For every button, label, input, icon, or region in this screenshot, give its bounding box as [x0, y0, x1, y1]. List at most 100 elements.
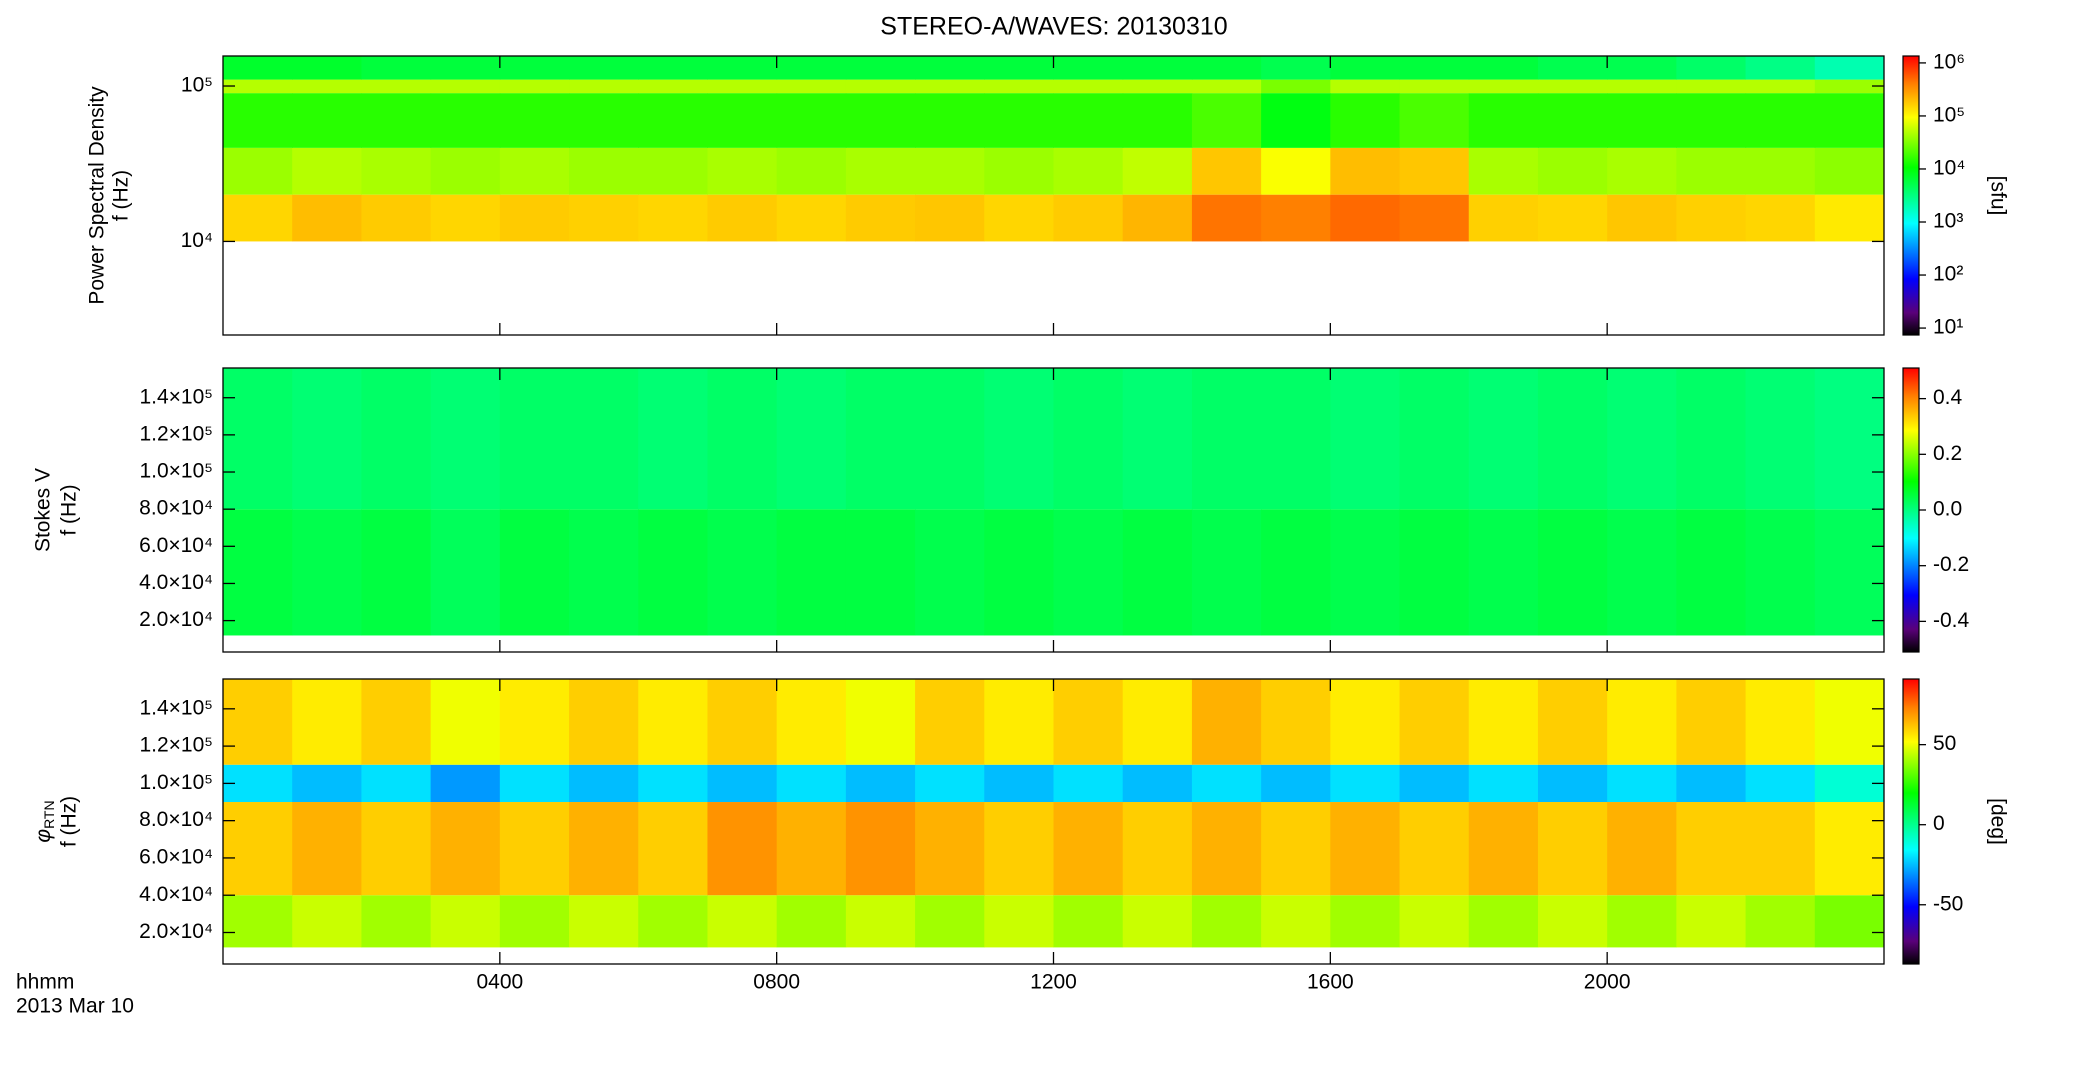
heatmap-cell: [1122, 679, 1193, 765]
heatmap-cell: [1537, 147, 1608, 195]
heatmap-cell: [638, 679, 708, 765]
heatmap-cell: [1330, 368, 1401, 510]
heatmap-cell: [1468, 79, 1539, 94]
heatmap-cell: [845, 764, 916, 803]
colorbar-tick-label: 10¹: [1933, 316, 1963, 339]
heatmap-cell: [223, 147, 293, 195]
heatmap-cell: [292, 79, 362, 94]
heatmap-cell: [638, 509, 708, 636]
heatmap-cell: [1191, 93, 1262, 148]
heatmap-cell: [1261, 147, 1331, 195]
heatmap-cell: [1607, 79, 1677, 94]
colorbar: [1902, 678, 1920, 965]
x-tick-label: 1200: [1030, 971, 1077, 994]
heatmap-cell: [1814, 509, 1885, 636]
heatmap-cell: [1814, 679, 1885, 765]
heatmap-cell: [1676, 679, 1747, 765]
heatmap-cell: [984, 79, 1054, 94]
heatmap-cell: [1122, 79, 1193, 94]
heatmap-cell: [1745, 895, 1816, 948]
heatmap-cell: [915, 194, 985, 242]
heatmap-cell: [638, 93, 708, 148]
heatmap-cell: [1537, 679, 1608, 765]
y-tick-label: 1.4×10⁵: [139, 696, 213, 719]
colorbar-tick-label: 50: [1933, 732, 1956, 755]
heatmap-cell: [915, 509, 985, 636]
heatmap-cell: [292, 56, 362, 80]
heatmap-cell: [915, 368, 985, 510]
heatmap-cell: [292, 895, 362, 948]
heatmap-cell: [1261, 56, 1331, 80]
heatmap-cell: [1191, 194, 1262, 242]
heatmap-cell: [1053, 764, 1124, 803]
y-tick-label: 10⁵: [181, 74, 213, 97]
heatmap-cell: [1537, 79, 1608, 94]
heatmap-cell: [1607, 368, 1677, 510]
heatmap-cell: [707, 56, 778, 80]
heatmap-cell: [1399, 679, 1470, 765]
heatmap-cell: [223, 79, 293, 94]
heatmap-cell: [1468, 895, 1539, 948]
heatmap-cell: [1122, 509, 1193, 636]
heatmap-cell: [707, 194, 778, 242]
heatmap-cell: [1468, 509, 1539, 636]
heatmap-cell: [361, 93, 432, 148]
heatmap-cell: [430, 368, 501, 510]
heatmap-cell: [361, 79, 432, 94]
heatmap-cell: [1330, 764, 1401, 803]
heatmap-cell: [707, 679, 778, 765]
heatmap-cell: [707, 147, 778, 195]
heatmap-cell: [1607, 895, 1677, 948]
heatmap-cell: [1814, 147, 1885, 195]
heatmap-cell: [430, 802, 501, 896]
y-axis-label-subscript: RTN: [41, 800, 57, 829]
heatmap-cell: [1745, 368, 1816, 510]
heatmap-cell: [1053, 194, 1124, 242]
colorbar-tick-label: 0.0: [1933, 498, 1962, 521]
heatmap-cell: [361, 679, 432, 765]
heatmap-cell: [1399, 56, 1470, 80]
heatmap-cell: [569, 764, 639, 803]
heatmap-cell: [499, 93, 570, 148]
heatmap-cell: [1330, 79, 1401, 94]
heatmap-cell: [1607, 679, 1677, 765]
x-tick-label: 0800: [753, 971, 800, 994]
heatmap-cell: [638, 147, 708, 195]
heatmap-cell: [1261, 895, 1331, 948]
date-label: 2013 Mar 10: [16, 995, 134, 1018]
heatmap-cell: [1676, 764, 1747, 803]
heatmap-cell: [845, 147, 916, 195]
heatmap-cell: [1607, 509, 1677, 636]
heatmap-cell: [1122, 802, 1193, 896]
heatmap-cell: [984, 802, 1054, 896]
y-tick-label: 6.0×10⁴: [139, 534, 213, 557]
heatmap-cell: [1399, 93, 1470, 148]
heatmap-cell: [430, 147, 501, 195]
heatmap-cell: [1745, 147, 1816, 195]
heatmap-cell: [776, 147, 847, 195]
heatmap-cell: [1814, 368, 1885, 510]
heatmap-cell: [1468, 679, 1539, 765]
heatmap-cell: [1537, 93, 1608, 148]
heatmap-cell: [1053, 56, 1124, 80]
heatmap-cell: [776, 679, 847, 765]
heatmap-cell: [569, 147, 639, 195]
heatmap-cell: [1191, 802, 1262, 896]
heatmap-cell: [223, 679, 293, 765]
heatmap-cell: [1053, 147, 1124, 195]
heatmap-cell: [430, 895, 501, 948]
heatmap-cell: [638, 802, 708, 896]
heatmap-cell: [1537, 802, 1608, 896]
heatmap-cell: [915, 56, 985, 80]
heatmap-cell: [707, 93, 778, 148]
heatmap-cell: [1122, 93, 1193, 148]
heatmap-cell: [1607, 764, 1677, 803]
heatmap-cell: [1053, 368, 1124, 510]
heatmap-cell: [1261, 764, 1331, 803]
heatmap-cell: [1330, 93, 1401, 148]
heatmap-cell: [1745, 509, 1816, 636]
heatmap-cell: [1122, 56, 1193, 80]
heatmap-cell: [845, 194, 916, 242]
colorbar-tick-label: 10⁵: [1933, 103, 1965, 126]
heatmap-cell: [1191, 56, 1262, 80]
